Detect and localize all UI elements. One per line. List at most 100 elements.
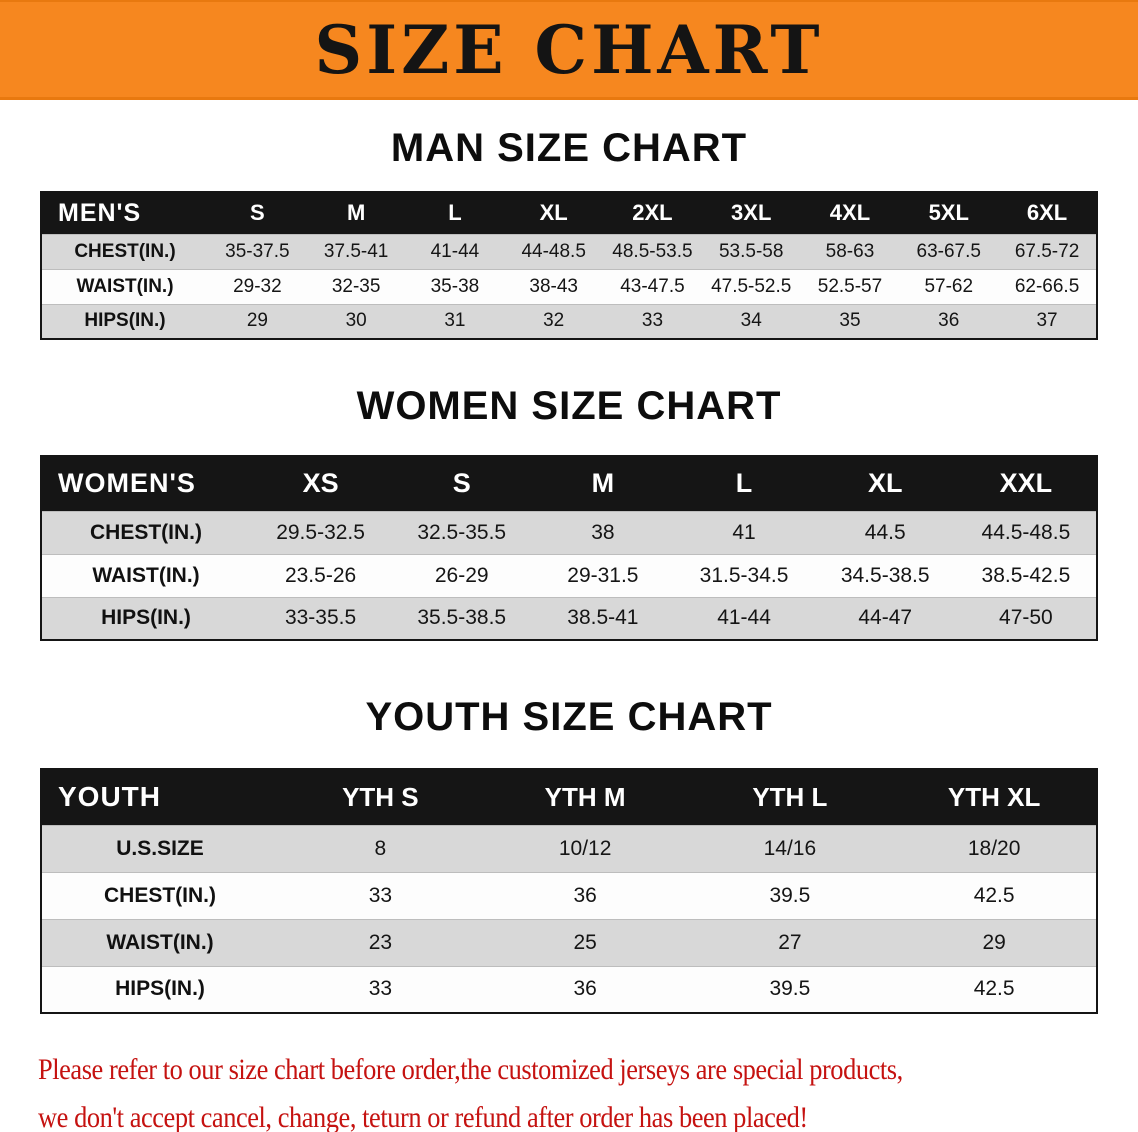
size-column-header: S — [250, 200, 265, 226]
measurement-label: WAIST(IN.) — [76, 275, 174, 297]
size-value-cell: 29 — [982, 930, 1006, 954]
men-size-table: MEN'S S M L XL 2XL 3XL 4XL 5XL 6XL CHEST(IN.) 35-37… — [40, 191, 1098, 340]
size-value-cell: 39.5 — [769, 977, 811, 1001]
size-value-cell: 48.5-53.5 — [612, 240, 693, 262]
table-head: YOUTH YTH S YTH M YTH L YTH XL — [41, 769, 1097, 825]
youth-size-section: YOUTH SIZE CHART YOUTH YTH S YTH M YTH L YTH… — [0, 695, 1138, 1014]
size-value-cell: 39.5 — [769, 883, 811, 907]
measurement-row: CHEST(IN.) 33 36 39.5 42.5 — [41, 872, 1097, 919]
size-value-cell: 44-47 — [858, 606, 913, 630]
size-value-cell: 44.5 — [864, 520, 906, 544]
size-value-cell: 37 — [1036, 310, 1058, 332]
size-value-cell: 41 — [732, 520, 756, 544]
size-column-header: YTH M — [544, 781, 626, 812]
size-value-cell: 63-67.5 — [916, 240, 981, 262]
size-column-header: YTH L — [752, 781, 828, 812]
size-value-cell: 32.5-35.5 — [417, 520, 507, 544]
size-value-cell: 33 — [641, 310, 664, 332]
measurement-row: CHEST(IN.) 29.5-32.5 32.5-35.5 38 41 44.5 44.5… — [41, 511, 1097, 554]
size-value-cell: 41-44 — [717, 606, 771, 630]
size-value-cell: 44-48.5 — [521, 240, 586, 262]
size-value-cell: 67.5-72 — [1014, 240, 1080, 262]
size-value-cell: 36 — [938, 310, 960, 332]
size-value-cell: 31.5-34.5 — [699, 563, 789, 587]
size-column-header: M — [591, 468, 615, 499]
measurement-label: WAIST(IN.) — [92, 563, 200, 587]
measurement-row: HIPS(IN.) 33-35.5 35.5-38.5 38.5-41 41-44 44-… — [41, 597, 1097, 640]
table-corner-label: MEN'S — [58, 198, 142, 227]
size-column-header: YTH XL — [947, 781, 1041, 812]
table-head: WOMEN'S XS S M L XL XXL — [41, 456, 1097, 511]
table-header-row: MEN'S S M L XL 2XL 3XL 4XL 5XL 6XL — [41, 192, 1097, 234]
size-value-cell: 31 — [444, 310, 466, 332]
size-column-header: 6XL — [1026, 200, 1068, 226]
size-value-cell: 36 — [573, 883, 597, 907]
size-value-cell: 23.5-26 — [284, 563, 357, 587]
size-value-cell: 33 — [368, 883, 393, 907]
measurement-row: HIPS(IN.) 33 36 39.5 42.5 — [41, 966, 1097, 1013]
page-title: SIZE CHART — [314, 10, 824, 89]
size-value-cell: 34 — [740, 310, 762, 332]
size-value-cell: 38.5-41 — [567, 606, 639, 630]
size-column-header: M — [346, 200, 366, 226]
table-header-row: YOUTH YTH S YTH M YTH L YTH XL — [41, 769, 1097, 825]
measurement-label: CHEST(IN.) — [104, 883, 216, 907]
size-value-cell: 35.5-38.5 — [417, 606, 507, 630]
size-value-cell: 18/20 — [967, 836, 1021, 860]
youth-section-heading: YOUTH SIZE CHART — [365, 695, 773, 739]
size-value-cell: 30 — [345, 310, 367, 332]
size-value-cell: 53.5-58 — [718, 240, 784, 262]
women-size-section: WOMEN SIZE CHART WOMEN'S XS S M L XL XXL CHEST(… — [0, 384, 1138, 641]
size-value-cell: 33-35.5 — [284, 606, 357, 630]
disclaimer: Please refer to our size chart before or… — [38, 1046, 1138, 1132]
size-value-cell: 29-32 — [233, 275, 282, 297]
table-head: MEN'S S M L XL 2XL 3XL 4XL 5XL 6XL — [41, 192, 1097, 234]
size-value-cell: 47-50 — [999, 606, 1053, 630]
size-value-cell: 34.5-38.5 — [840, 563, 930, 587]
measurement-label: U.S.SIZE — [116, 836, 204, 860]
size-value-cell: 58-63 — [825, 240, 875, 262]
measurement-row: WAIST(IN.) 29-32 32-35 35-38 38-43 43-47.5 47.… — [41, 269, 1097, 304]
table-corner-label: WOMEN'S — [58, 468, 196, 499]
size-value-cell: 62-66.5 — [1014, 275, 1080, 297]
measurement-label: HIPS(IN.) — [115, 977, 205, 1001]
size-value-cell: 29.5-32.5 — [276, 520, 365, 544]
size-value-cell: 47.5-52.5 — [711, 275, 792, 297]
size-value-cell: 38.5-42.5 — [981, 563, 1071, 587]
size-value-cell: 42.5 — [973, 883, 1015, 907]
size-value-cell: 43-47.5 — [620, 275, 685, 297]
table-header-row: WOMEN'S XS S M L XL XXL — [41, 456, 1097, 511]
size-value-cell: 29 — [246, 310, 268, 332]
size-column-header: S — [452, 468, 471, 499]
size-value-cell: 41-44 — [430, 240, 480, 262]
size-value-cell: 26-29 — [434, 563, 489, 587]
women-size-table: WOMEN'S XS S M L XL XXL CHEST(IN.) 29.5-32.5 32.5… — [40, 455, 1098, 641]
size-column-header: XL — [867, 468, 903, 499]
table-body: U.S.SIZE 8 10/12 14/16 18/20 CHEST(IN.) 33 36 39… — [41, 825, 1097, 1013]
size-value-cell: 23 — [368, 930, 393, 954]
size-column-header: 3XL — [731, 200, 772, 226]
size-column-header: YTH S — [342, 781, 419, 812]
measurement-row: HIPS(IN.) 29 30 31 32 33 34 35 36 37 — [41, 304, 1097, 339]
measurement-row: U.S.SIZE 8 10/12 14/16 18/20 — [41, 825, 1097, 872]
size-value-cell: 52.5-57 — [817, 275, 883, 297]
size-column-header: XXL — [999, 468, 1053, 499]
measurement-label: WAIST(IN.) — [106, 930, 214, 954]
size-value-cell: 14/16 — [763, 836, 817, 860]
men-section-heading: MAN SIZE CHART — [390, 126, 748, 170]
size-value-cell: 37.5-41 — [323, 240, 389, 262]
size-value-cell: 33 — [368, 977, 393, 1001]
size-value-cell: 57-62 — [924, 275, 974, 297]
measurement-row: WAIST(IN.) 23.5-26 26-29 29-31.5 31.5-34.5 34… — [41, 554, 1097, 597]
size-column-header: 2XL — [632, 200, 673, 226]
measurement-label: HIPS(IN.) — [101, 606, 191, 630]
women-section-heading: WOMEN SIZE CHART — [356, 384, 782, 428]
size-value-cell: 8 — [374, 836, 387, 860]
measurement-row: CHEST(IN.) 35-37.5 37.5-41 41-44 44-48.5 48.5… — [41, 234, 1097, 269]
measurement-label: CHEST(IN.) — [90, 520, 202, 544]
size-column-header: XS — [302, 468, 339, 499]
size-value-cell: 42.5 — [973, 977, 1015, 1001]
size-value-cell: 36 — [573, 977, 597, 1001]
size-column-header: 5XL — [928, 200, 969, 226]
measurement-row: WAIST(IN.) 23 25 27 29 — [41, 919, 1097, 966]
